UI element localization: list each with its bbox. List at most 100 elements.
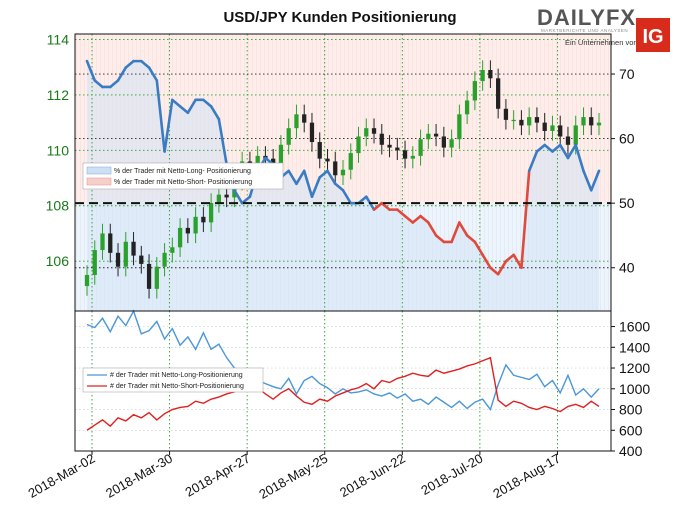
candle-body-13 [185,227,190,234]
candle-body-59 [542,122,547,131]
candle-body-47 [449,139,454,148]
pct-segment-19 [233,188,244,205]
candle-body-30 [317,142,322,159]
candle-body-6 [131,241,136,256]
net-long-area [87,61,599,311]
pct-segment-54 [504,253,515,263]
candle-body-44 [426,133,431,140]
candle-body-35 [356,136,361,154]
bottom-legend: # der Trader mit Netto-Long-Positionieru… [82,367,264,393]
candle-body-33 [340,169,346,176]
candle-body-36 [364,128,369,137]
candle-body-37 [371,128,377,134]
candle-body-18 [224,194,229,198]
pct-segment-15 [202,98,213,108]
count-tick-1: 600 [619,422,643,438]
chart-title: USD/JPY Kunden Positionierung [223,9,456,26]
candle-body-49 [464,100,470,115]
pct-tick-1: 50 [619,195,635,211]
pct-segment-65 [589,169,601,192]
legend-long-swatch [86,166,112,175]
date-tick-2: 2018-Apr-27 [183,451,253,500]
candle-body-51 [480,70,485,82]
date-tick-6: 2018-Aug-17 [490,451,563,502]
candle-body-8 [146,263,152,289]
candle-body-29 [309,122,315,143]
candle-body-38 [379,133,384,145]
pct-segment-58 [535,143,546,153]
candle-body-53 [496,78,501,109]
pct-tick-2: 60 [619,131,635,147]
candle-body-11 [170,247,175,253]
pct-segment-1 [93,79,104,89]
legend-short-label: % der Trader mit Netto-Short- Positionie… [114,179,252,186]
bottom-panel-frame [74,310,612,452]
price-axis-ticks: 106 108 110 112 114 [46,32,70,270]
candle-body-31 [325,158,330,162]
pct-segment-13 [186,98,197,115]
pct-segment-56 [520,169,531,270]
count-series-1 [86,356,600,431]
pct-segment-4 [116,66,128,82]
date-axis-ticks: 2018-Mar-02 2018-Mar-30 2018-Apr-27 2018-Ma… [26,451,563,502]
legend-long-count-label: # der Trader mit Netto-Long-Positionieru… [110,372,243,379]
candle-body-57 [527,117,532,126]
pct-segment-33 [341,188,353,205]
pct-segment-50 [473,240,484,257]
pct-segment-42 [411,214,422,224]
price-tick-1: 108 [46,198,70,214]
pct-segment-8 [147,66,159,82]
top-legend: % der Trader mit Netto-Long- Positionier… [82,162,284,190]
pct-segment-45 [434,234,446,244]
pct-tick-3: 70 [619,66,635,82]
candle-body-56 [519,119,524,126]
pct-segment-52 [489,266,500,276]
pct-segment-35 [357,195,368,205]
pct-segment-30 [318,169,329,179]
candle-body-39 [387,144,392,148]
pct-segment-61 [558,143,570,160]
candle-body-64 [581,117,586,126]
candle-body-46 [441,136,446,148]
candle-body-22 [255,155,260,167]
legend-long-label: % der Trader mit Netto-Long- Positionier… [114,168,251,175]
candle-body-0 [84,274,90,287]
price-tick-0: 106 [46,253,70,269]
candle-body-63 [573,125,578,145]
pct-segment-9 [155,79,166,153]
price-tick-4: 114 [47,32,70,48]
pct-segment-26 [287,169,298,186]
candle-body-27 [294,114,299,129]
candle-body-65 [589,117,594,126]
candle-body-62 [565,136,571,145]
pct-segment-20 [240,195,252,205]
date-tick-5: 2018-Jul-20 [418,451,485,498]
pct-segment-5 [124,59,135,69]
percent-axis-ticks: 40 50 60 70 [611,66,635,276]
pct-segment-7 [140,59,151,69]
pct-segment-62 [566,143,578,160]
dailyfx-wordmark: DAILYFX [537,5,636,30]
ig-logo-box [636,18,670,52]
date-tick-3: 2018-May-25 [256,451,330,502]
legend-short-swatch [86,177,112,186]
date-tick-1: 2018-Mar-30 [103,451,175,501]
candle-body-54 [503,108,509,120]
pct-tick-0: 40 [619,260,635,276]
pct-segment-43 [419,214,430,224]
net-long-percent-line [85,59,601,276]
candle-body-15 [201,216,206,223]
candle-body-52 [488,70,493,79]
count-tick-4: 1200 [619,360,650,376]
candle-body-40 [395,147,400,151]
pct-segment-57 [527,150,539,173]
candle-body-3 [108,233,113,253]
candle-body-48 [457,114,462,140]
pct-segment-11 [171,98,182,108]
candle-body-2 [100,233,105,251]
candle-body-28 [302,114,307,123]
pct-segment-32 [333,182,345,192]
candle-body-5 [123,241,128,267]
